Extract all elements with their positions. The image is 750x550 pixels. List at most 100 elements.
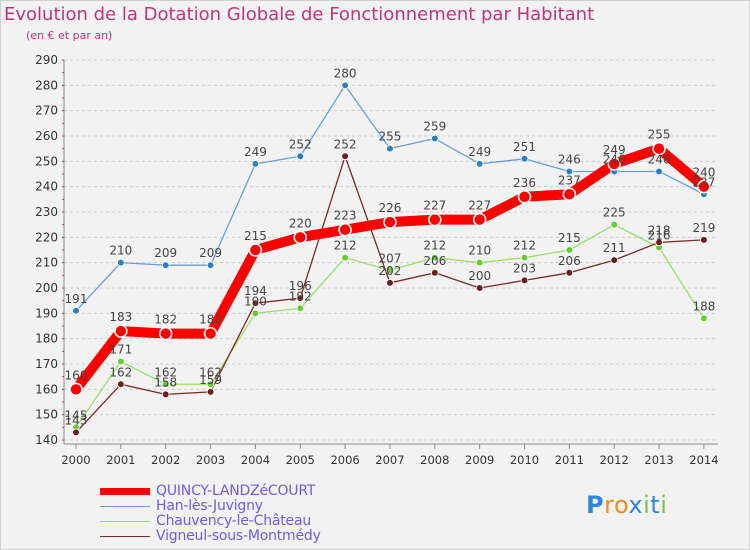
x-tick-label: 2002 xyxy=(151,453,180,467)
data-label: 182 xyxy=(199,313,222,327)
data-point xyxy=(700,236,708,244)
data-label: 246 xyxy=(558,152,581,166)
data-point xyxy=(248,243,263,257)
data-point xyxy=(69,382,83,397)
data-label: 227 xyxy=(468,199,491,213)
x-tick-label: 2004 xyxy=(241,453,270,467)
x-tick-label: 2006 xyxy=(330,453,359,467)
data-point xyxy=(72,428,80,437)
x-tick-label: 2007 xyxy=(375,453,404,467)
data-label: 246 xyxy=(648,152,671,166)
data-point xyxy=(341,253,349,262)
data-label: 215 xyxy=(558,231,581,245)
data-point xyxy=(520,155,529,163)
data-point xyxy=(338,222,352,237)
x-tick-label: 2013 xyxy=(644,453,673,467)
data-label: 207 xyxy=(378,251,401,265)
data-point xyxy=(341,81,349,90)
data-label: 219 xyxy=(692,221,715,235)
data-point xyxy=(341,152,349,161)
data-point xyxy=(161,390,170,399)
data-label: 226 xyxy=(378,201,401,215)
chart-subtitle: (en € et par an) xyxy=(26,29,113,42)
data-label: 227 xyxy=(423,199,446,213)
data-point xyxy=(517,190,532,204)
y-tick-label: 170 xyxy=(35,357,58,371)
data-label: 223 xyxy=(334,209,357,223)
data-point xyxy=(475,284,484,292)
data-point xyxy=(565,268,574,277)
data-label: 196 xyxy=(289,279,312,293)
data-point xyxy=(386,279,394,287)
data-point xyxy=(607,157,621,171)
logo-letter: r xyxy=(604,491,614,519)
data-label: 200 xyxy=(468,269,491,283)
data-point xyxy=(430,253,439,262)
data-point xyxy=(520,253,529,262)
y-tick-label: 280 xyxy=(35,78,58,92)
data-label: 160 xyxy=(65,368,88,382)
x-tick-label: 2014 xyxy=(689,453,718,467)
data-point xyxy=(158,326,173,341)
data-label: 280 xyxy=(334,66,357,80)
data-point xyxy=(430,134,439,143)
x-tick-label: 2010 xyxy=(510,453,539,467)
x-axis: 2000 2001 2002 2003 2004 2005 2006 2007 2008 2009… xyxy=(61,443,719,467)
data-label: 216 xyxy=(648,228,671,242)
data-label: 246 xyxy=(603,152,626,166)
x-tick-label: 2012 xyxy=(600,453,629,467)
data-point xyxy=(475,258,484,267)
y-tick-label: 240 xyxy=(35,180,58,194)
data-label: 215 xyxy=(244,229,267,243)
data-point xyxy=(475,160,484,168)
data-point xyxy=(161,380,170,389)
data-point xyxy=(472,212,487,227)
data-point xyxy=(251,160,260,168)
data-label: 237 xyxy=(558,173,581,187)
data-label: 171 xyxy=(109,342,132,356)
y-tick-label: 250 xyxy=(35,154,58,168)
y-tick-label: 190 xyxy=(35,306,58,320)
y-tick-label: 140 xyxy=(35,433,58,447)
data-label: 194 xyxy=(244,284,267,298)
data-label: 252 xyxy=(334,137,357,151)
y-tick-label: 210 xyxy=(35,256,58,270)
data-label: 143 xyxy=(65,413,88,427)
data-label: 145 xyxy=(65,408,88,422)
data-label: 237 xyxy=(692,175,715,189)
y-tick-label: 290 xyxy=(35,53,58,67)
data-label: 159 xyxy=(199,373,222,387)
data-label: 202 xyxy=(378,264,401,278)
data-label: 203 xyxy=(513,261,536,275)
data-point xyxy=(700,314,708,323)
logo-letter: x xyxy=(628,491,644,519)
data-point xyxy=(296,304,305,313)
data-label: 206 xyxy=(558,254,581,268)
data-label: 162 xyxy=(109,365,132,379)
data-point xyxy=(428,212,442,227)
legend-label-chauvency: Chauvency-le-Château xyxy=(156,513,311,529)
data-label: 190 xyxy=(244,294,267,308)
legend-label-quincy: QUINCY-LANDZéCOURT xyxy=(156,483,316,499)
data-point xyxy=(610,256,618,264)
data-point xyxy=(430,268,439,277)
data-label: 236 xyxy=(513,176,536,190)
logo-letter: t xyxy=(650,491,661,519)
data-label: 206 xyxy=(423,254,446,268)
data-label: 249 xyxy=(244,145,267,159)
x-tick-label: 2001 xyxy=(106,453,135,467)
data-label: 218 xyxy=(648,223,671,237)
data-label: 162 xyxy=(199,365,222,379)
data-point xyxy=(206,261,215,270)
data-point xyxy=(655,238,663,247)
legend-label-han: Han-lès-Juvigny xyxy=(156,498,263,514)
y-tick-label: 150 xyxy=(35,408,58,422)
data-point xyxy=(562,187,577,202)
data-label: 252 xyxy=(289,137,312,151)
y-tick-label: 160 xyxy=(35,382,58,396)
data-label: 251 xyxy=(513,140,536,154)
y-tick-label: 180 xyxy=(35,332,58,346)
data-point xyxy=(386,266,394,275)
